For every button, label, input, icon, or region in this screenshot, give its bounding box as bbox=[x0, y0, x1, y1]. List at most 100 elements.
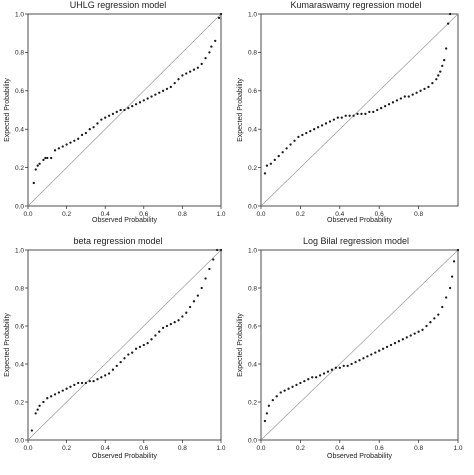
x-tick-label: 0.4 bbox=[335, 211, 344, 218]
chart-panel-3: beta regression model Observed Probabilit… bbox=[4, 236, 226, 460]
data-point bbox=[366, 355, 369, 358]
data-point bbox=[443, 58, 446, 62]
data-point bbox=[320, 124, 324, 127]
data-point bbox=[192, 300, 196, 303]
data-point bbox=[372, 110, 375, 114]
data-point bbox=[437, 74, 440, 77]
data-point bbox=[188, 305, 192, 309]
y-tick-label: 0.2 bbox=[15, 399, 24, 406]
y-tick-label: 0.0 bbox=[248, 203, 257, 210]
data-point bbox=[352, 114, 355, 117]
data-point bbox=[448, 12, 452, 16]
data-point bbox=[263, 419, 267, 423]
data-point bbox=[328, 120, 332, 123]
x-tick-label: 1.0 bbox=[453, 445, 462, 452]
plot-frame bbox=[27, 13, 222, 207]
data-point bbox=[38, 404, 41, 407]
chart-title: Log Bilal regression model bbox=[303, 236, 409, 246]
data-point bbox=[36, 164, 39, 167]
x-tick-label: 0.4 bbox=[101, 445, 110, 452]
data-point bbox=[46, 156, 49, 160]
data-point bbox=[269, 162, 272, 165]
data-point bbox=[354, 360, 357, 364]
data-point bbox=[34, 412, 37, 415]
data-point bbox=[378, 349, 381, 352]
data-point bbox=[104, 374, 107, 377]
data-point bbox=[356, 112, 359, 115]
data-point bbox=[96, 122, 99, 125]
plot-frame bbox=[260, 13, 459, 207]
reference-line bbox=[260, 249, 459, 441]
data-point bbox=[397, 340, 401, 343]
x-axis-label: Observed Probability bbox=[92, 453, 157, 460]
data-point bbox=[92, 379, 95, 383]
data-point bbox=[219, 248, 223, 252]
data-point bbox=[340, 116, 343, 119]
data-point bbox=[450, 275, 454, 278]
x-tick-label: 1.0 bbox=[216, 445, 225, 452]
data-point bbox=[53, 393, 57, 396]
data-point bbox=[61, 145, 64, 148]
data-point bbox=[417, 330, 420, 333]
data-point bbox=[80, 133, 84, 137]
y-tick-label: 0.0 bbox=[15, 203, 24, 210]
data-point bbox=[177, 319, 180, 322]
data-point bbox=[177, 78, 180, 81]
data-point bbox=[46, 397, 49, 400]
y-tick-label: 0.8 bbox=[15, 285, 24, 292]
data-point bbox=[445, 296, 448, 299]
data-point bbox=[330, 368, 334, 371]
x-tick-label: 0.4 bbox=[101, 211, 110, 218]
x-axis-label: Observed Probability bbox=[327, 453, 392, 460]
data-point bbox=[324, 122, 328, 125]
y-axis-label: Expected Probability bbox=[4, 313, 11, 377]
data-point bbox=[165, 324, 169, 328]
data-point bbox=[30, 429, 34, 432]
data-point bbox=[313, 128, 316, 131]
y-tick-label: 0.4 bbox=[248, 361, 257, 368]
data-point bbox=[161, 89, 165, 92]
data-point bbox=[389, 343, 393, 347]
data-point bbox=[119, 360, 122, 364]
data-point bbox=[192, 68, 196, 71]
data-point bbox=[419, 89, 422, 92]
data-point bbox=[134, 103, 138, 106]
x-tick-label: 0.8 bbox=[414, 211, 423, 218]
chart-title: beta regression model bbox=[73, 236, 162, 246]
x-tick-label: 0.0 bbox=[256, 445, 265, 452]
data-point bbox=[360, 112, 363, 115]
data-point bbox=[100, 376, 103, 379]
data-point bbox=[69, 141, 72, 144]
data-point bbox=[332, 118, 336, 121]
data-point bbox=[387, 103, 391, 106]
data-point bbox=[368, 110, 371, 114]
data-point bbox=[427, 85, 430, 89]
data-point bbox=[425, 324, 428, 328]
data-point bbox=[322, 372, 326, 375]
data-point bbox=[210, 45, 213, 48]
data-point bbox=[138, 101, 142, 104]
y-tick-label: 0.4 bbox=[248, 127, 257, 134]
y-tick-label: 0.2 bbox=[248, 399, 257, 406]
data-point bbox=[423, 87, 426, 91]
data-point bbox=[131, 105, 134, 108]
y-axis-label: Expected Probability bbox=[237, 313, 244, 377]
data-point bbox=[32, 181, 35, 185]
data-point bbox=[196, 294, 199, 297]
data-point bbox=[293, 139, 296, 142]
data-point bbox=[50, 156, 53, 160]
data-point bbox=[413, 332, 416, 335]
x-axis-label: Observed Probability bbox=[327, 217, 392, 224]
data-point bbox=[299, 381, 302, 385]
data-point bbox=[342, 364, 345, 368]
x-tick-label: 0.0 bbox=[256, 211, 265, 218]
data-point bbox=[275, 395, 278, 398]
data-point bbox=[73, 383, 76, 387]
data-point bbox=[448, 286, 452, 290]
data-point bbox=[169, 322, 172, 326]
data-point bbox=[50, 395, 53, 398]
data-point bbox=[73, 139, 76, 142]
y-tick-label: 1.0 bbox=[15, 247, 24, 254]
data-point bbox=[399, 97, 403, 100]
data-point bbox=[316, 126, 320, 129]
